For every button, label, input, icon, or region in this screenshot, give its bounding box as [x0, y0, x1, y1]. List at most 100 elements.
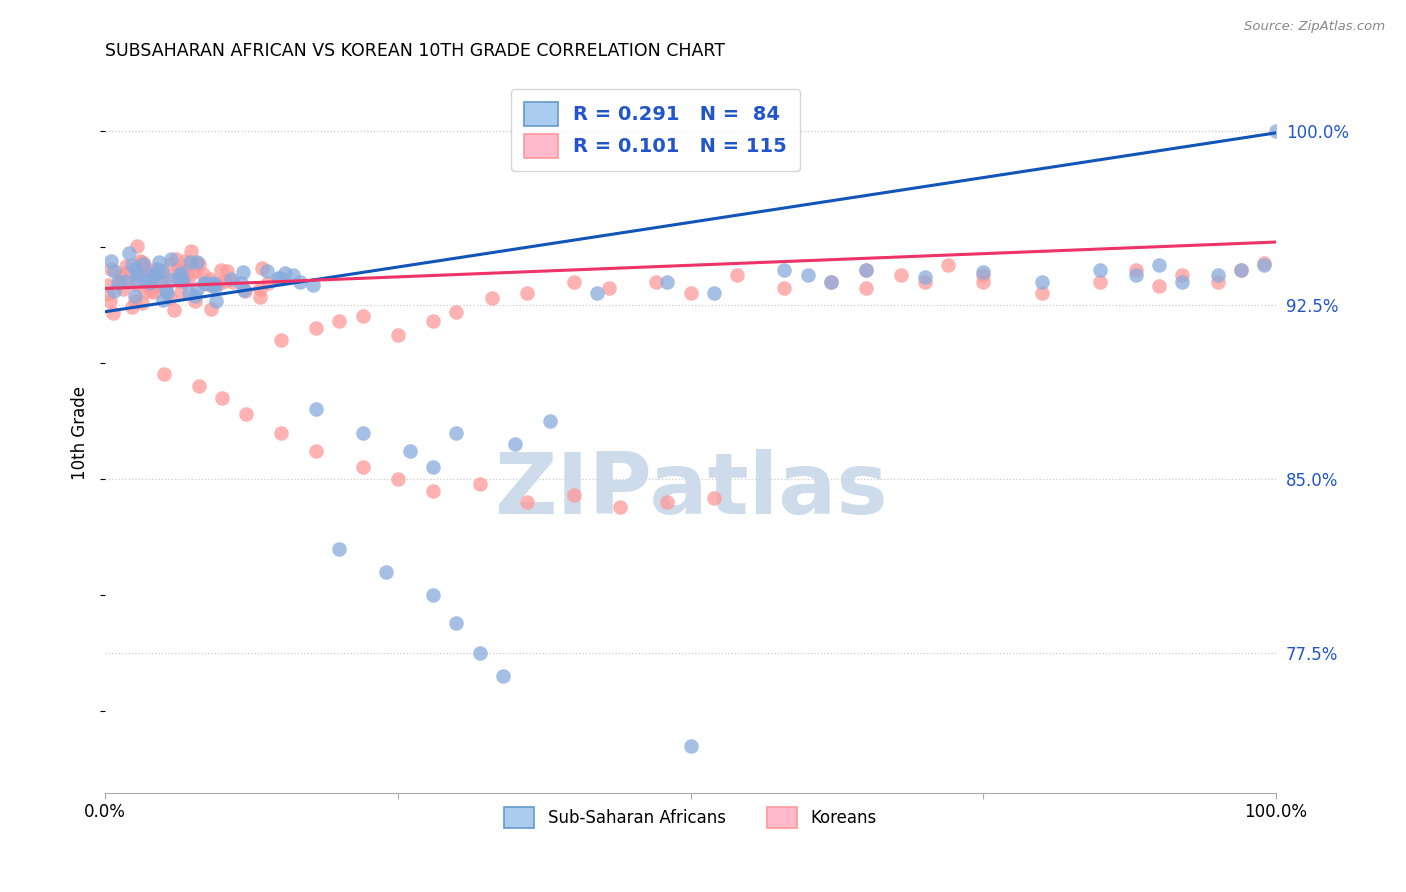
Point [131, 254, 153, 268]
Point [1230, 263, 1253, 277]
Point [186, 255, 208, 269]
Point [1253, 258, 1275, 272]
Point [107, 276, 129, 290]
Point [609, 500, 631, 514]
Point [134, 273, 156, 287]
Point [128, 254, 150, 268]
Point [288, 275, 311, 289]
Point [972, 268, 994, 282]
Point [167, 262, 190, 277]
Point [127, 273, 149, 287]
Point [169, 285, 191, 300]
Point [180, 244, 202, 258]
Point [562, 275, 585, 289]
Point [855, 263, 877, 277]
Point [118, 246, 141, 260]
Point [503, 437, 526, 451]
Point [127, 238, 149, 252]
Point [679, 739, 702, 754]
Legend: Sub-Saharan Africans, Koreans: Sub-Saharan Africans, Koreans [498, 800, 883, 835]
Point [121, 300, 143, 314]
Point [773, 263, 796, 277]
Point [100, 261, 122, 276]
Point [103, 263, 125, 277]
Point [562, 488, 585, 502]
Point [352, 425, 374, 440]
Point [184, 256, 207, 270]
Point [124, 293, 146, 308]
Point [305, 321, 328, 335]
Point [204, 280, 226, 294]
Point [159, 256, 181, 270]
Point [914, 269, 936, 284]
Point [235, 407, 257, 421]
Point [155, 270, 177, 285]
Point [96, 278, 118, 293]
Point [598, 281, 620, 295]
Point [398, 444, 420, 458]
Point [96, 287, 118, 301]
Point [184, 294, 207, 309]
Point [166, 252, 188, 267]
Point [446, 615, 468, 630]
Point [143, 269, 166, 284]
Point [152, 368, 174, 382]
Point [132, 257, 155, 271]
Point [516, 286, 538, 301]
Point [139, 268, 162, 282]
Point [186, 282, 208, 296]
Point [184, 289, 207, 303]
Point [177, 285, 200, 300]
Point [194, 276, 217, 290]
Point [139, 276, 162, 290]
Point [163, 303, 186, 318]
Point [1090, 275, 1112, 289]
Point [174, 269, 197, 284]
Point [184, 264, 207, 278]
Point [115, 259, 138, 273]
Point [202, 276, 225, 290]
Point [222, 276, 245, 290]
Point [1230, 263, 1253, 277]
Point [127, 268, 149, 282]
Point [138, 280, 160, 294]
Point [131, 295, 153, 310]
Point [936, 258, 959, 272]
Point [250, 261, 273, 276]
Point [205, 294, 228, 309]
Point [167, 268, 190, 283]
Point [121, 258, 143, 272]
Point [124, 277, 146, 292]
Point [124, 289, 146, 303]
Point [352, 460, 374, 475]
Point [177, 260, 200, 275]
Point [305, 402, 328, 417]
Point [100, 294, 122, 309]
Point [167, 274, 190, 288]
Point [727, 268, 749, 282]
Point [352, 310, 374, 324]
Point [188, 257, 211, 271]
Point [305, 444, 328, 458]
Point [152, 293, 174, 307]
Point [193, 268, 215, 282]
Point [101, 305, 124, 319]
Point [586, 286, 609, 301]
Point [229, 277, 252, 291]
Point [214, 274, 236, 288]
Point [193, 276, 215, 290]
Point [139, 285, 162, 299]
Point [111, 282, 134, 296]
Point [855, 263, 877, 277]
Point [446, 304, 468, 318]
Point [114, 266, 136, 280]
Point [328, 314, 350, 328]
Point [200, 302, 222, 317]
Point [422, 483, 444, 498]
Text: SUBSAHARAN AFRICAN VS KOREAN 10TH GRADE CORRELATION CHART: SUBSAHARAN AFRICAN VS KOREAN 10TH GRADE … [105, 42, 725, 60]
Point [148, 254, 170, 268]
Point [143, 268, 166, 282]
Point [209, 262, 232, 277]
Point [796, 268, 818, 282]
Point [143, 285, 166, 300]
